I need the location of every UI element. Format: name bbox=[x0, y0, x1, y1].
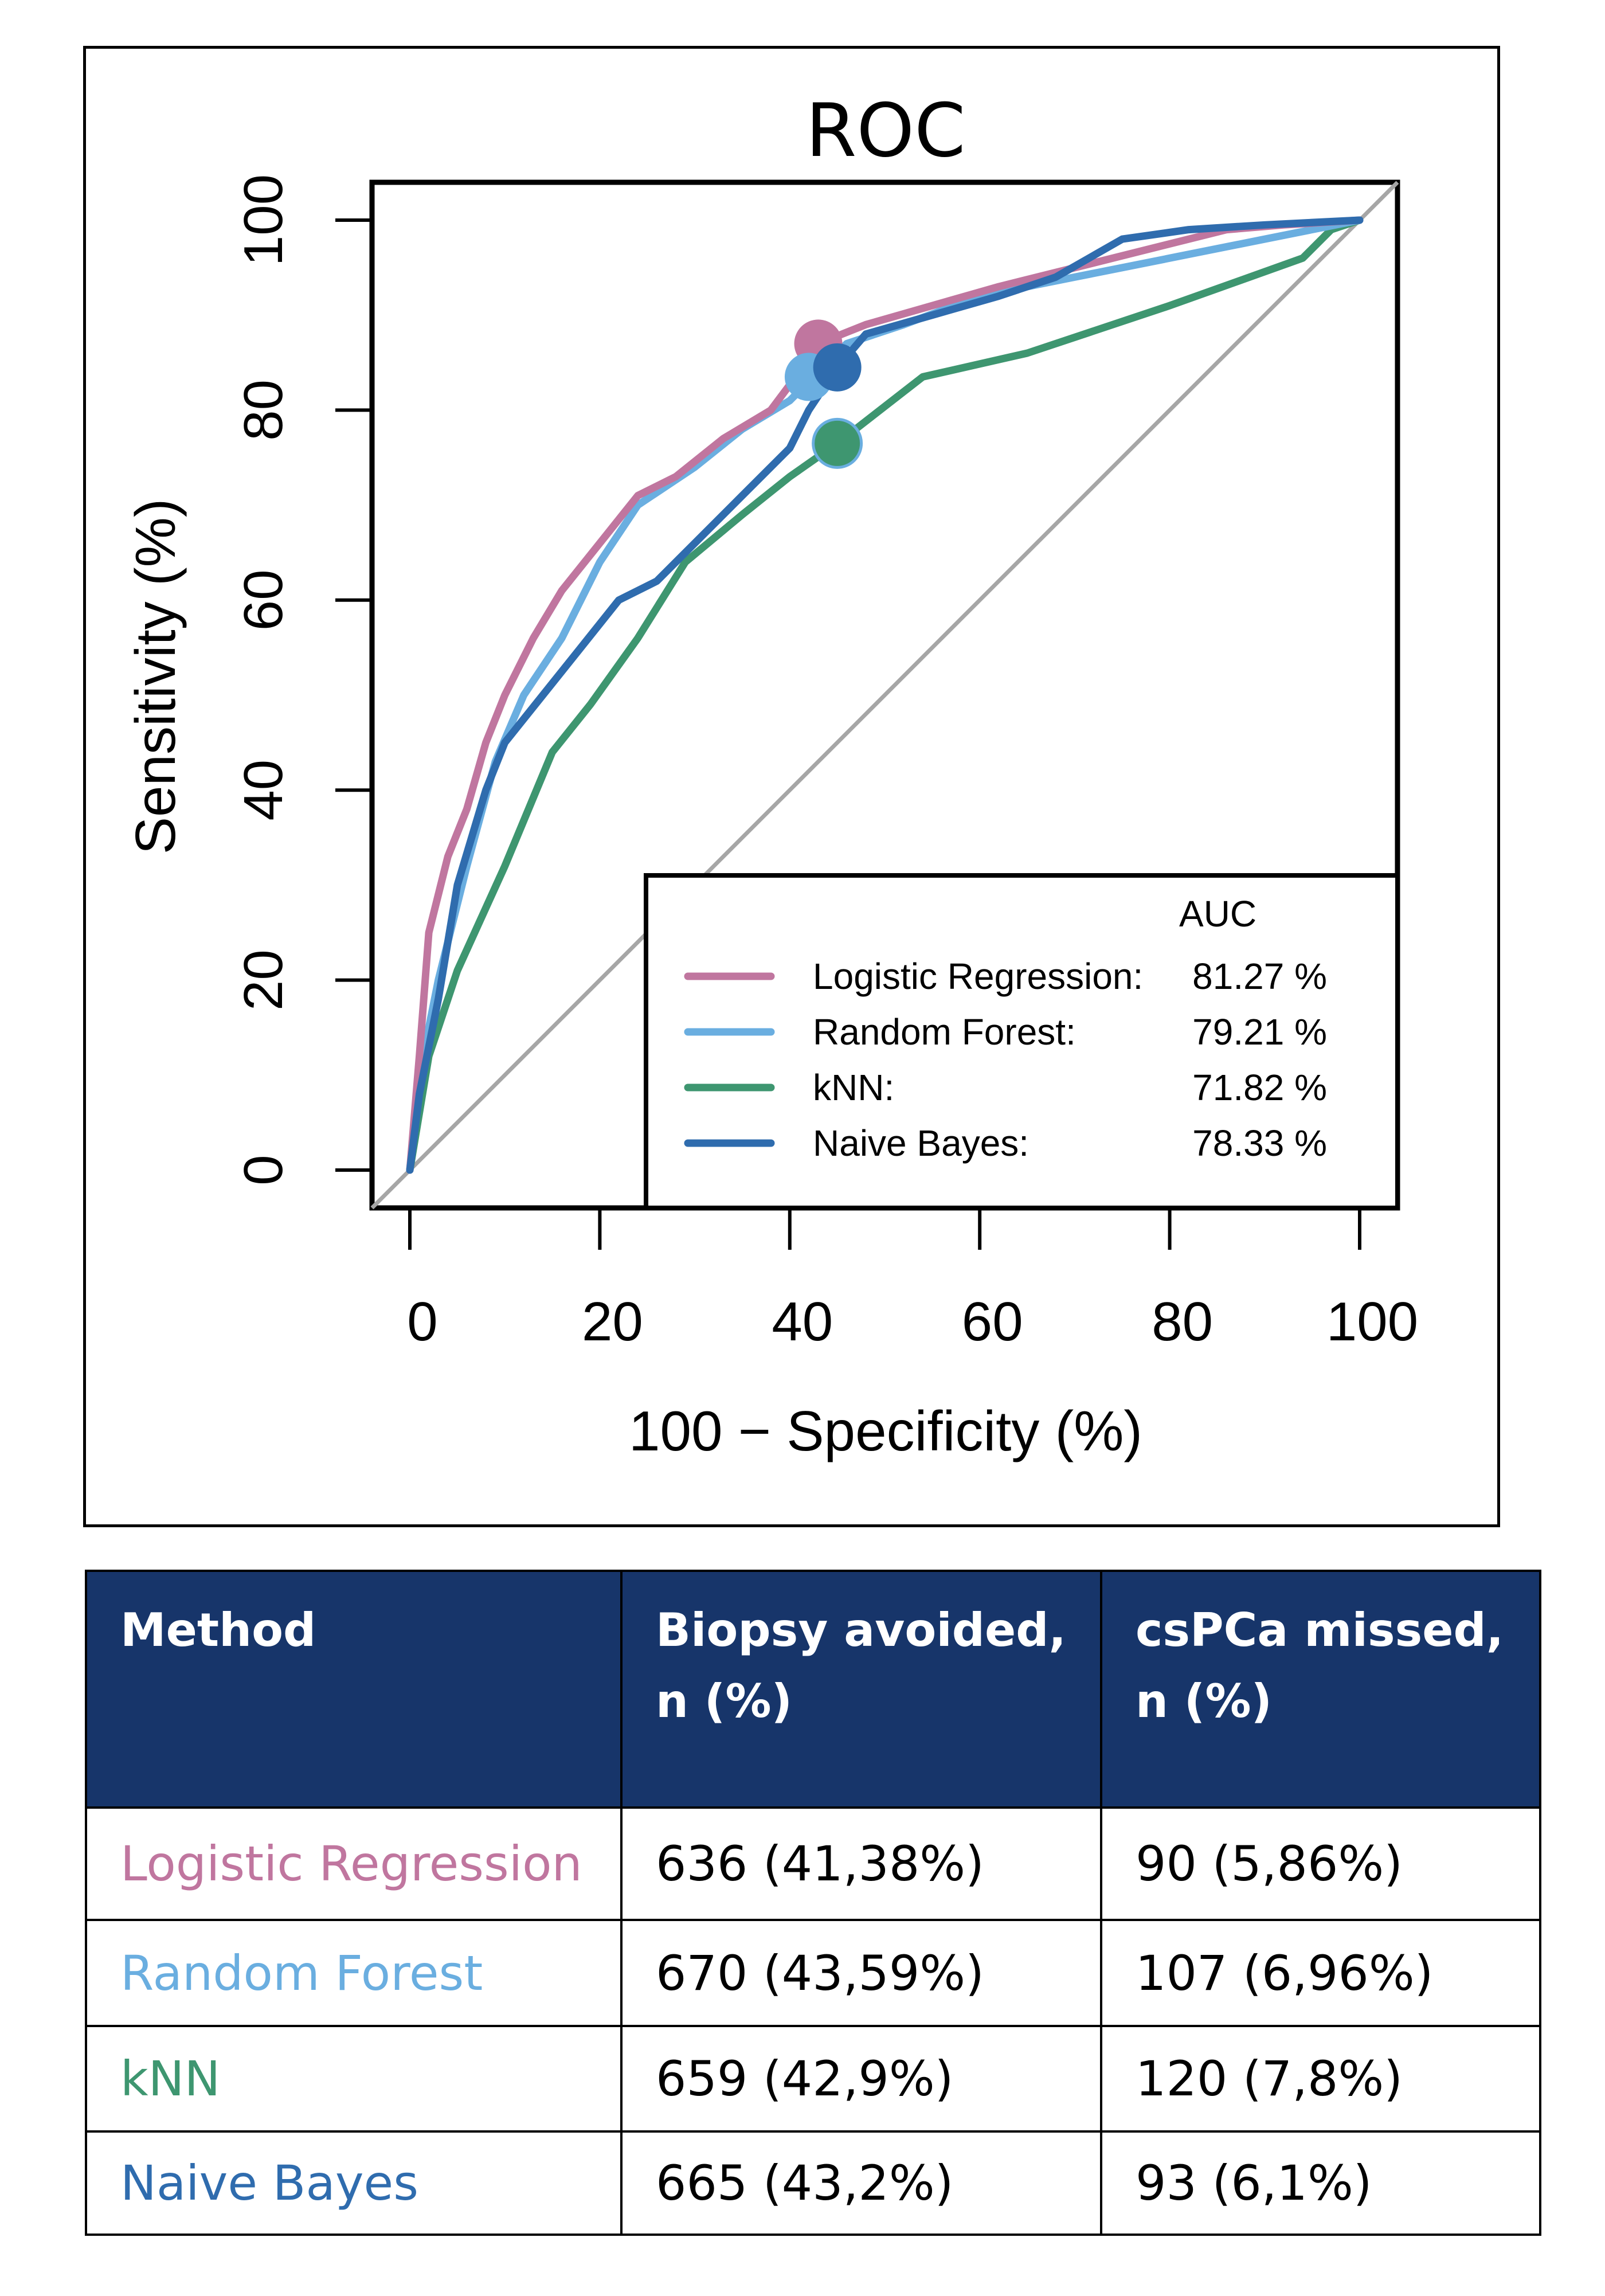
roc-chart: ROC 0 20 40 60 80 100 0 20 40 60 80 100 Sensitivit… bbox=[124, 88, 1418, 1462]
method-cell: Naive Bayes bbox=[85, 2130, 623, 2236]
cspca-missed-cell: 93 (6,1%) bbox=[1100, 2130, 1541, 2236]
y-tick-label: 80 bbox=[233, 380, 294, 441]
y-axis-title: Sensitivity (%) bbox=[124, 499, 187, 855]
legend: AUC Logistic Regression: 81.27 % Random Fo… bbox=[644, 873, 1400, 1210]
operating-point-naive-bayes bbox=[813, 343, 862, 392]
header-biopsy-line-1: Biopsy avoided, bbox=[656, 1603, 1066, 1657]
method-cell: kNN bbox=[85, 2025, 623, 2133]
header-cspca-line-2: n (%) bbox=[1136, 1675, 1273, 1728]
table-row: Logistic Regression 636 (41,38%) 90 (5,8… bbox=[85, 1806, 1541, 1921]
operating-point-knn bbox=[812, 417, 863, 469]
biopsy-avoided-cell: 665 (43,2%) bbox=[620, 2130, 1102, 2236]
table-header-row: Method Biopsy avoided, n (%) csPCa misse… bbox=[85, 1570, 1541, 1809]
legend-auc-value: 78.33 % bbox=[1192, 1122, 1327, 1164]
x-tick-label: 60 bbox=[962, 1291, 1023, 1352]
legend-label: kNN: bbox=[813, 1067, 894, 1108]
roc-curves bbox=[406, 216, 1364, 1174]
biopsy-avoided-cell: 659 (42,9%) bbox=[620, 2025, 1102, 2133]
operating-points bbox=[784, 319, 863, 469]
legend-header: AUC bbox=[1179, 893, 1256, 934]
x-tick-label: 80 bbox=[1152, 1291, 1213, 1352]
x-axis-title: 100 − Specificity (%) bbox=[629, 1399, 1142, 1462]
roc-curve-naive-bayes bbox=[406, 216, 1364, 1174]
method-cell: Logistic Regression bbox=[85, 1806, 623, 1921]
x-tick-label: 20 bbox=[582, 1291, 643, 1352]
cspca-missed-cell: 107 (6,96%) bbox=[1100, 1919, 1541, 2027]
results-table: Method Biopsy avoided, n (%) csPCa misse… bbox=[85, 1570, 1541, 2236]
x-axis: 0 20 40 60 80 100 bbox=[407, 1206, 1418, 1352]
y-tick-label: 100 bbox=[233, 174, 294, 266]
y-tick-label: 60 bbox=[233, 569, 294, 631]
x-tick-label: 100 bbox=[1326, 1291, 1418, 1352]
legend-label: Naive Bayes: bbox=[813, 1122, 1029, 1164]
cspca-missed-cell: 90 (5,86%) bbox=[1100, 1806, 1541, 1921]
roc-curve-logistic-regression bbox=[406, 216, 1364, 1174]
header-cspca-missed: csPCa missed, n (%) bbox=[1100, 1570, 1541, 1809]
header-biopsy-line-2: n (%) bbox=[656, 1675, 793, 1728]
method-cell: Random Forest bbox=[85, 1919, 623, 2027]
legend-box bbox=[644, 873, 1400, 1210]
legend-label: Logistic Regression: bbox=[813, 956, 1143, 997]
chart-frame bbox=[83, 46, 1500, 1527]
header-biopsy-avoided: Biopsy avoided, n (%) bbox=[620, 1570, 1102, 1809]
header-method: Method bbox=[85, 1570, 623, 1809]
header-method-line: Method bbox=[120, 1603, 316, 1657]
legend-auc-value: 71.82 % bbox=[1192, 1067, 1327, 1108]
roc-curve-knn bbox=[406, 216, 1364, 1174]
reference-diagonal bbox=[370, 181, 1399, 1210]
legend-auc-value: 79.21 % bbox=[1192, 1011, 1327, 1053]
header-cspca-line-1: csPCa missed, bbox=[1136, 1603, 1504, 1657]
table-row: Random Forest 670 (43,59%) 107 (6,96%) bbox=[85, 1919, 1541, 2027]
chart-title: ROC bbox=[805, 88, 965, 174]
x-tick-label: 0 bbox=[407, 1291, 437, 1352]
biopsy-avoided-cell: 636 (41,38%) bbox=[620, 1806, 1102, 1921]
x-tick-label: 40 bbox=[772, 1291, 833, 1352]
legend-auc-value: 81.27 % bbox=[1192, 956, 1327, 997]
y-tick-label: 40 bbox=[233, 760, 294, 821]
table-row: kNN 659 (42,9%) 120 (7,8%) bbox=[85, 2025, 1541, 2133]
table-row: Naive Bayes 665 (43,2%) 93 (6,1%) bbox=[85, 2130, 1541, 2236]
y-tick-label: 0 bbox=[233, 1155, 294, 1185]
legend-label: Random Forest: bbox=[813, 1011, 1076, 1053]
y-axis: 0 20 40 60 80 100 bbox=[233, 174, 374, 1186]
cspca-missed-cell: 120 (7,8%) bbox=[1100, 2025, 1541, 2133]
y-tick-label: 20 bbox=[233, 949, 294, 1011]
biopsy-avoided-cell: 670 (43,59%) bbox=[620, 1919, 1102, 2027]
